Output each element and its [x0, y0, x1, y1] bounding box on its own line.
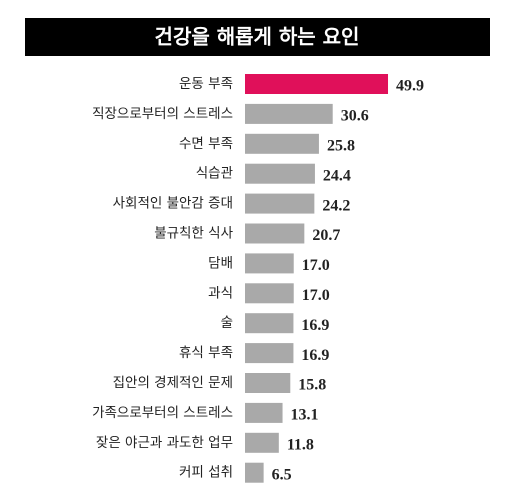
- category-label: 술: [221, 315, 233, 331]
- bar: [245, 133, 319, 154]
- category-label: 사회적인 불안감 증대: [113, 196, 233, 212]
- bar: [245, 432, 279, 453]
- bar: [245, 373, 291, 393]
- value-label: 16.9: [301, 347, 329, 364]
- value-label: 17.0: [302, 257, 330, 274]
- category-label: 운동 부족: [179, 76, 233, 92]
- bar: [245, 462, 264, 483]
- category-label: 불규칙한 식사: [154, 226, 233, 242]
- bar: [245, 193, 315, 214]
- category-label: 집안의 경제적인 문제: [113, 375, 233, 391]
- value-label: 16.9: [301, 317, 329, 334]
- category-label: 담배: [208, 255, 233, 271]
- bar: [245, 103, 333, 124]
- category-label: 과식: [208, 285, 233, 301]
- title-banner: [25, 18, 490, 56]
- category-label: 잦은 야근과 과도한 업무: [96, 435, 233, 451]
- bar: [245, 313, 294, 334]
- bar: [245, 343, 294, 364]
- category-label: 휴식 부족: [179, 345, 233, 361]
- bar: [245, 253, 294, 274]
- bar: [245, 74, 389, 94]
- value-label: 30.6: [341, 108, 369, 125]
- category-label: 식습관: [196, 166, 233, 182]
- value-label: 13.1: [291, 407, 319, 424]
- bar: [245, 402, 283, 423]
- bar: [245, 283, 294, 304]
- value-label: 11.8: [287, 436, 314, 453]
- bar: [245, 223, 305, 244]
- value-label: 15.8: [298, 377, 326, 394]
- value-label: 17.0: [302, 287, 330, 304]
- category-label: 커피 섭취: [179, 465, 233, 481]
- value-label: 20.7: [312, 227, 340, 244]
- value-label: 24.4: [323, 167, 351, 184]
- value-label: 49.9: [396, 78, 424, 95]
- value-label: 6.5: [272, 466, 292, 483]
- chart-title: 건강을 해롭게 하는 요인: [155, 25, 360, 49]
- value-label: 24.2: [322, 197, 350, 214]
- category-label: 가족으로부터의 스트레스: [92, 405, 233, 421]
- category-label: 직장으로부터의 스트레스: [92, 106, 233, 122]
- bar: [245, 163, 315, 184]
- value-label: 25.8: [327, 137, 355, 154]
- category-label: 수면 부족: [179, 136, 233, 152]
